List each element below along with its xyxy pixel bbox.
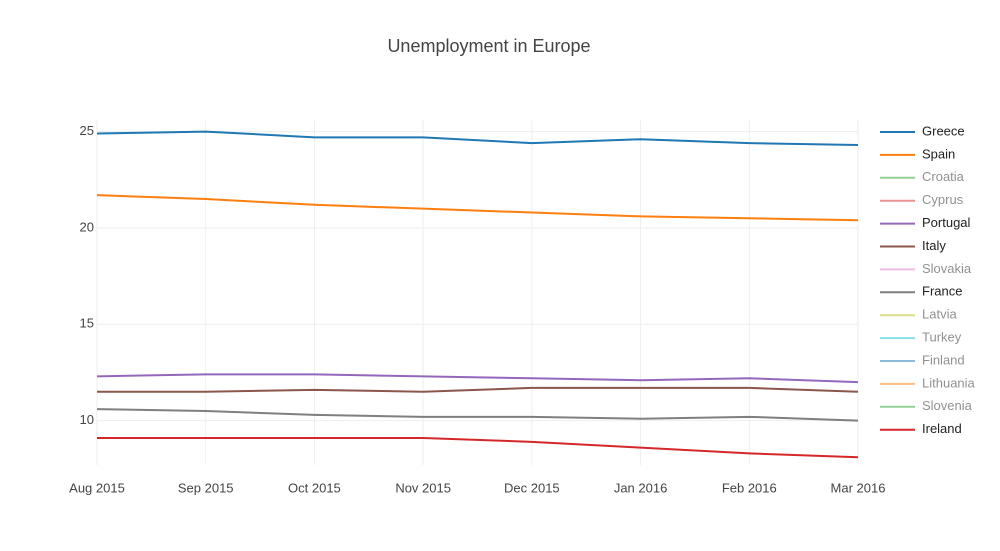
y-tick-label: 25 [80,123,94,138]
y-tick-label: 15 [80,316,94,331]
line [96,130,859,147]
legend-label: Slovenia [922,398,973,413]
x-tick-label: Oct 2015 [288,480,341,495]
legend-label: Ireland [922,421,962,436]
x-tick-label: Mar 2016 [831,480,886,495]
legend-label: Cyprus [922,192,964,207]
x-tick-label: Nov 2015 [395,480,451,495]
x-tick-label: Feb 2016 [722,480,777,495]
legend-label: Italy [922,238,946,253]
x-tick-label: Jan 2016 [614,480,668,495]
legend-label: Lithuania [922,375,976,390]
legend-label: France [922,284,962,299]
chart-title: Unemployment in Europe [387,36,590,56]
legend-label: Greece [922,123,965,138]
line [97,386,859,393]
legend-label: Turkey [922,330,962,345]
legend-label: Latvia [922,307,957,322]
legend-label: Spain [922,146,955,161]
legend-label: Croatia [922,169,965,184]
x-tick-label: Dec 2015 [504,480,560,495]
line [97,437,859,459]
line [96,408,859,422]
legend-label: Portugal [922,215,971,230]
line [96,373,859,384]
y-tick-label: 10 [80,412,94,427]
y-tick-label: 20 [80,219,94,234]
x-tick-label: Sep 2015 [178,480,234,495]
legend-label: Finland [922,352,965,367]
legend-label: Slovakia [922,261,972,276]
line [96,194,859,222]
x-tick-label: Aug 2015 [69,480,125,495]
